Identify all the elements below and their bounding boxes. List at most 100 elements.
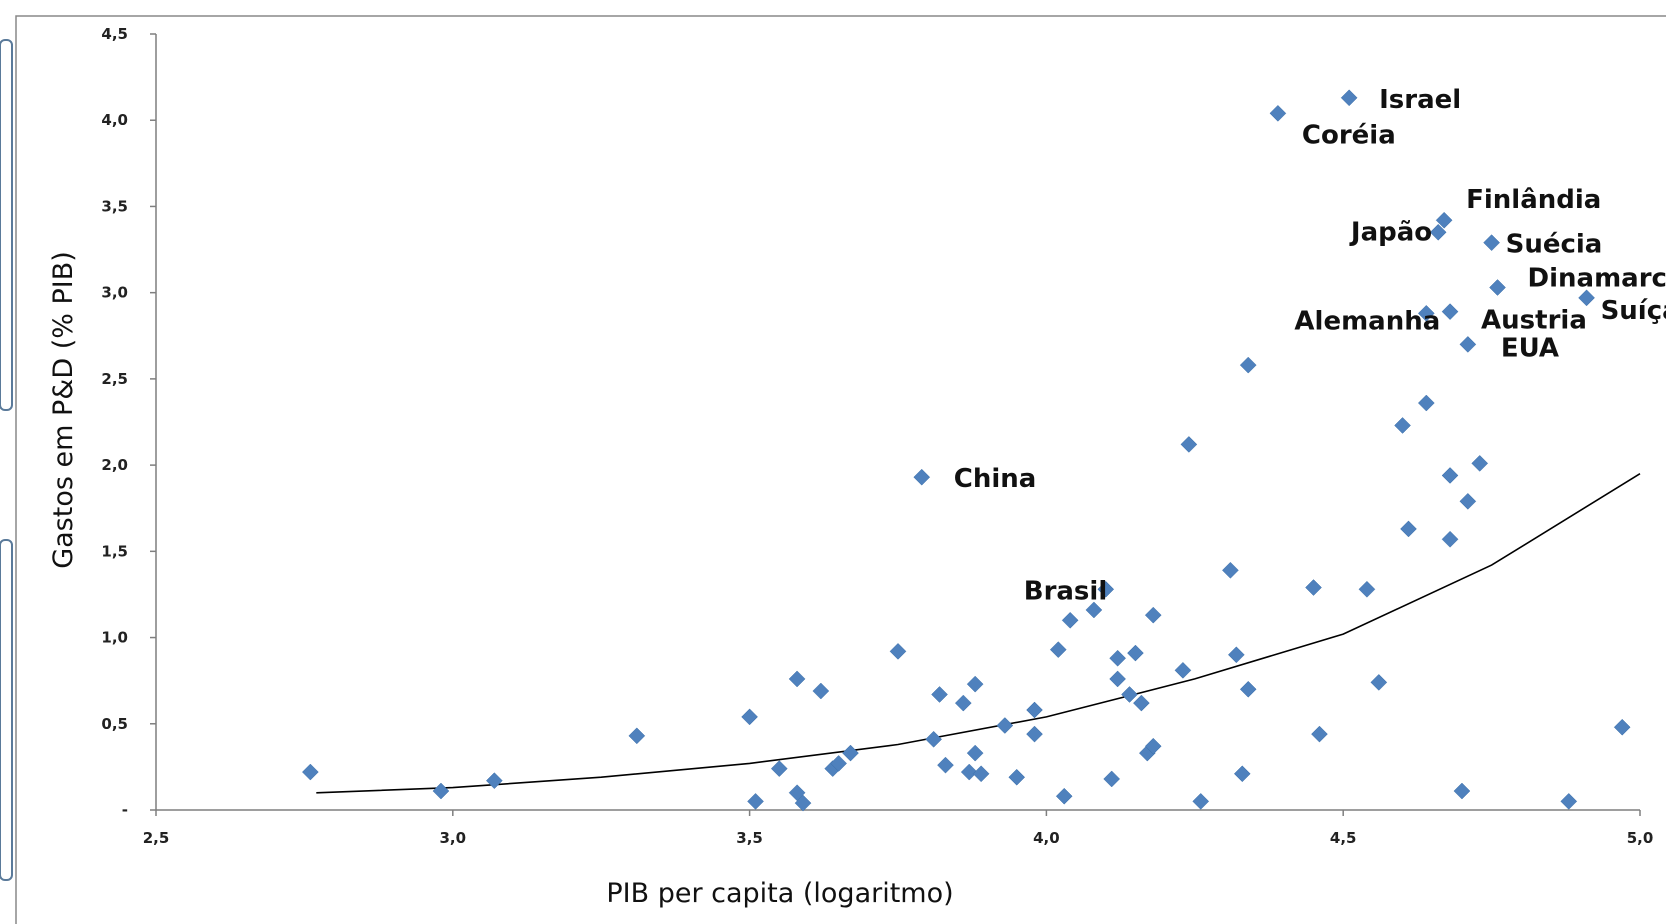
- data-point: [925, 730, 942, 748]
- data-point: [1459, 336, 1477, 353]
- data-point: [1085, 601, 1103, 619]
- x-tick-label: 4,0: [1033, 829, 1060, 847]
- data-point: [1144, 606, 1162, 624]
- data-point: [1109, 670, 1126, 688]
- data-point: [1239, 356, 1257, 374]
- data-point: [770, 760, 788, 777]
- point-label: Alemanha: [1294, 306, 1440, 336]
- left-edge-panel-bottom: [0, 539, 13, 881]
- y-tick-label: 2,0: [101, 456, 128, 474]
- data-point: [1103, 770, 1121, 788]
- points-group: [301, 89, 1631, 812]
- data-point: [1370, 674, 1388, 691]
- y-tick-label: -: [122, 801, 128, 819]
- point-label: Japão: [1349, 217, 1432, 247]
- point-labels-group: China Brasil Coréia Israel Alemanha Japão Finl…: [954, 85, 1666, 606]
- point-label: EUA: [1501, 333, 1559, 363]
- data-point: [1133, 694, 1150, 712]
- data-point: [741, 708, 758, 726]
- data-point: [1441, 303, 1459, 320]
- data-point: [913, 468, 931, 486]
- y-tick-label: 3,5: [101, 197, 128, 215]
- axes: [155, 34, 1640, 811]
- data-point: [1358, 580, 1376, 598]
- data-point: [812, 682, 830, 700]
- data-point: [1121, 686, 1138, 703]
- data-point: [1109, 649, 1126, 667]
- data-point: [1489, 279, 1506, 296]
- data-point: [1049, 641, 1067, 658]
- data-point: [1127, 644, 1144, 662]
- point-label: Austria: [1481, 306, 1587, 336]
- data-point: [1340, 89, 1358, 107]
- data-point: [1400, 520, 1417, 538]
- data-point: [301, 763, 319, 781]
- data-point: [954, 694, 972, 712]
- data-point: [931, 686, 948, 703]
- data-point: [432, 782, 450, 800]
- data-point: [996, 717, 1014, 734]
- y-tick-label: 1,0: [101, 629, 128, 647]
- data-point: [1061, 611, 1079, 629]
- data-point: [1222, 561, 1239, 579]
- data-point: [1026, 701, 1043, 719]
- data-point: [1429, 223, 1447, 241]
- data-point: [972, 765, 990, 783]
- y-ticks: - 0,5 1,0 1,5 2,0 2,5 3,0 3,5 4,0 4,5: [101, 25, 156, 819]
- point-label: Israel: [1379, 85, 1461, 115]
- x-tick-label: 3,0: [440, 829, 467, 847]
- data-point: [1459, 492, 1477, 510]
- data-point: [960, 763, 978, 781]
- x-tick-label: 3,5: [736, 829, 763, 847]
- data-point: [747, 793, 764, 810]
- data-point: [1269, 104, 1287, 122]
- y-tick-label: 3,0: [101, 284, 128, 302]
- y-tick-label: 0,5: [101, 715, 128, 733]
- data-point: [1613, 718, 1631, 736]
- data-point: [628, 727, 646, 745]
- data-point: [1453, 782, 1471, 800]
- x-tick-label: 5,0: [1627, 829, 1654, 847]
- data-point: [788, 670, 806, 688]
- data-point: [966, 675, 984, 693]
- data-point: [1441, 530, 1459, 548]
- point-label: Finlândia: [1466, 185, 1601, 215]
- trend-line: [316, 473, 1641, 794]
- data-point: [1560, 793, 1578, 810]
- data-point: [1097, 580, 1115, 598]
- x-axis-title: PIB per capita (logaritmo): [606, 878, 953, 909]
- data-point: [1026, 725, 1043, 743]
- point-label: Brasil: [1024, 576, 1107, 606]
- data-point: [1174, 661, 1192, 679]
- point-label: Coréia: [1302, 120, 1396, 150]
- data-point: [1144, 737, 1162, 755]
- point-label: Suécia: [1506, 230, 1603, 260]
- y-tick-label: 4,0: [101, 111, 128, 129]
- data-point: [830, 755, 847, 772]
- data-point: [485, 772, 503, 790]
- data-point: [1417, 305, 1435, 322]
- data-point: [1311, 725, 1328, 743]
- x-ticks: 2,5 3,0 3,5 4,0 4,5 5,0: [143, 810, 1654, 847]
- data-point: [1483, 234, 1500, 252]
- left-edge-panel-top: [0, 39, 13, 411]
- data-point: [1471, 455, 1489, 472]
- point-label: China: [954, 464, 1037, 494]
- data-point: [1305, 579, 1322, 596]
- data-point: [1008, 768, 1026, 786]
- point-label: Suíça: [1601, 296, 1666, 326]
- data-point: [842, 744, 859, 762]
- data-point: [1417, 394, 1435, 412]
- data-point: [889, 642, 907, 660]
- data-point: [1578, 289, 1595, 307]
- y-tick-label: 2,5: [101, 370, 128, 388]
- y-axis-title: Gastos em P&D (% PIB): [48, 251, 79, 569]
- data-point: [1239, 680, 1257, 698]
- data-point: [1441, 467, 1459, 484]
- y-tick-label: 1,5: [101, 542, 128, 560]
- data-point: [937, 756, 954, 774]
- trend-line-group: [316, 473, 1641, 794]
- data-point: [1180, 436, 1198, 453]
- data-point: [1233, 765, 1251, 783]
